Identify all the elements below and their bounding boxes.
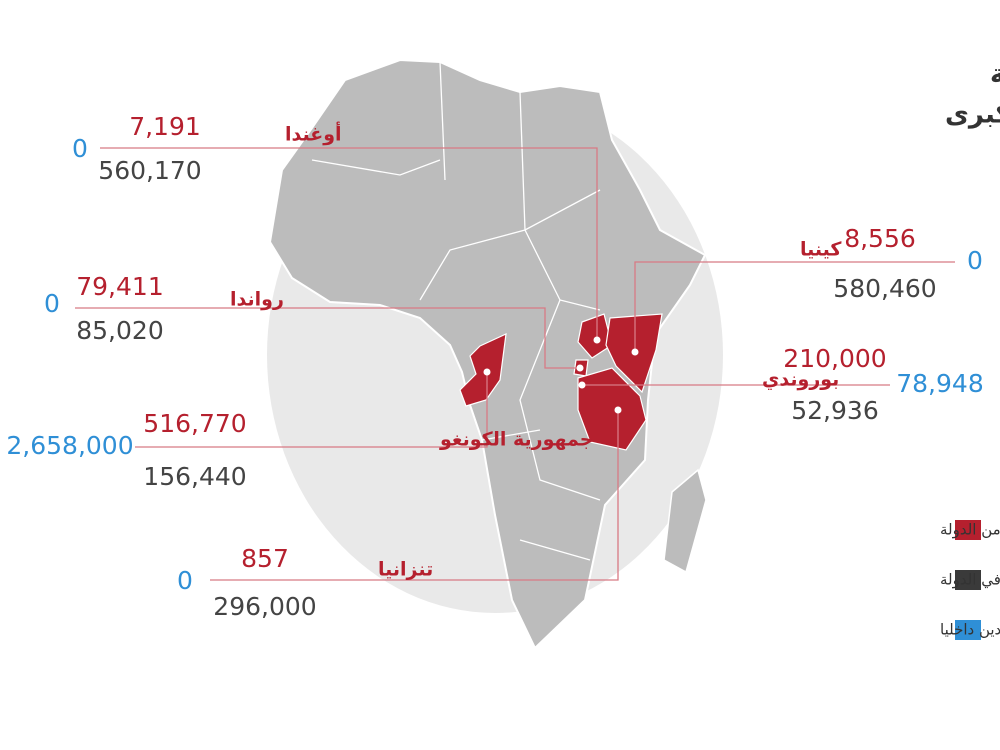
country-dot	[614, 406, 622, 414]
country-dot	[576, 364, 584, 372]
refugees-from: 8,556	[844, 224, 916, 253]
idps: 0	[44, 289, 60, 318]
legend-label: عدد اللاجئين في الدولة	[940, 571, 1000, 590]
idps: 78,948	[896, 369, 983, 398]
country-name: كينيا	[800, 239, 842, 261]
madagascar	[663, 468, 707, 574]
refugees-from: 7,191	[129, 112, 201, 141]
refugees-in: 296,000	[213, 592, 316, 621]
leader-line	[634, 261, 955, 352]
country-dot	[578, 381, 586, 389]
leader-line	[135, 372, 488, 448]
legend-swatch	[955, 570, 981, 590]
country-name: أوغندا	[285, 122, 342, 146]
refugees-from: 516,770	[143, 409, 246, 438]
idps: 0	[177, 566, 193, 595]
country-name: رواندا	[230, 289, 284, 311]
title: عدد اللاجئين في منطقة	[990, 60, 1000, 90]
country-dot	[631, 348, 639, 356]
legend-swatch	[955, 520, 981, 540]
legend-label: عدد اللاجئين من الدولة	[940, 521, 1000, 539]
refugees-in: 560,170	[98, 156, 201, 185]
refugees-in: 156,440	[143, 462, 246, 491]
country-name: بوروندي	[762, 369, 839, 392]
idps: 2,658,000	[6, 431, 133, 460]
legend-label: عدد المشردين داخليا	[940, 621, 1000, 639]
refugees-from: 79,411	[76, 272, 163, 301]
refugees-in: 580,460	[833, 274, 936, 303]
leader-line	[100, 147, 598, 340]
idps: 0	[967, 246, 983, 275]
idps: 0	[72, 134, 88, 163]
leader-line	[210, 410, 619, 581]
country-name: جمهورية الكونغو	[439, 429, 593, 451]
refugees-in: 85,020	[76, 316, 163, 345]
country-dot	[483, 368, 491, 376]
refugees-in: 52,936	[791, 396, 878, 425]
country-dot	[593, 336, 601, 344]
leader-line	[75, 307, 580, 369]
refugees-from: 210,000	[783, 344, 886, 373]
title: البحيرات الكبرى	[945, 100, 1000, 130]
refugees-from: 857	[241, 544, 289, 573]
map-borders	[311, 61, 601, 561]
legend-swatch	[955, 620, 981, 640]
country-name: تنزانيا	[378, 559, 433, 581]
